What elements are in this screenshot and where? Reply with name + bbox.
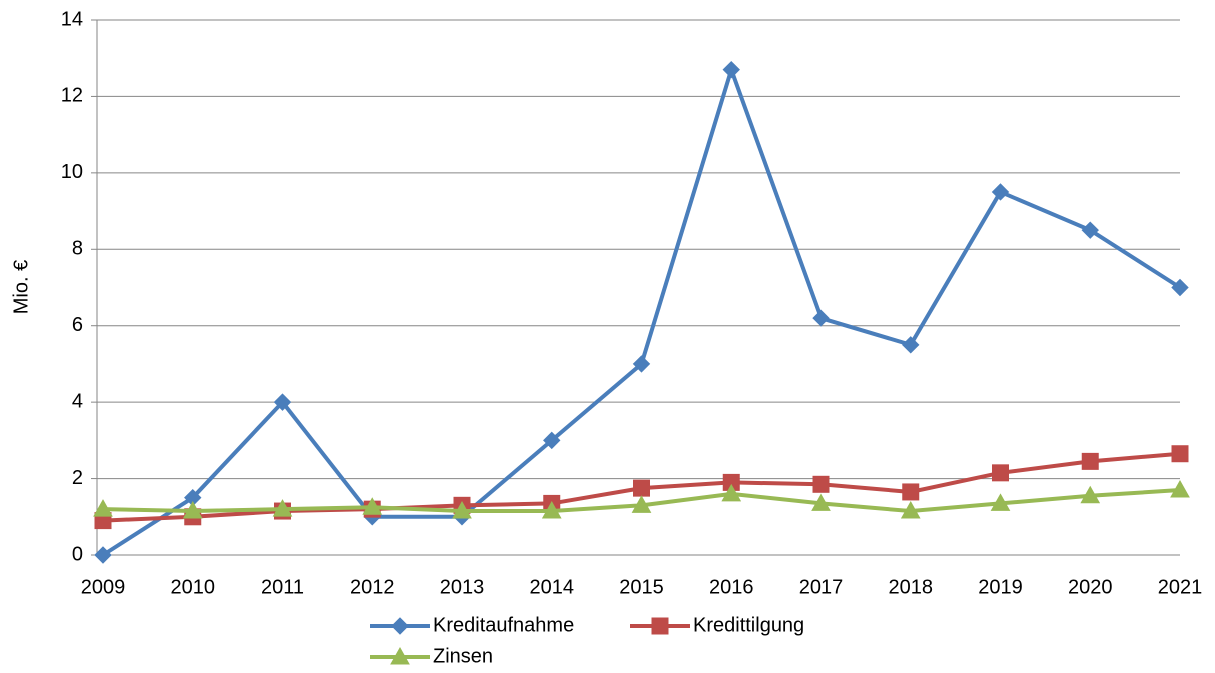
- data-point: [811, 493, 831, 511]
- x-tick-label: 2010: [171, 576, 216, 598]
- data-point: [94, 546, 112, 564]
- data-point: [902, 483, 920, 501]
- data-point: [991, 183, 1010, 201]
- data-point: [1170, 480, 1190, 498]
- x-tick-label: 2016: [709, 576, 754, 598]
- data-point: [541, 501, 562, 519]
- x-tick-label: 2014: [530, 576, 575, 598]
- legend-marker: [391, 617, 409, 635]
- data-point: [631, 495, 652, 513]
- data-point: [632, 355, 651, 373]
- y-tick-label: 4: [72, 390, 83, 412]
- x-tick-label: 2019: [978, 576, 1023, 598]
- y-axis-label: Mio. €: [10, 260, 32, 314]
- data-point: [452, 501, 472, 519]
- x-tick-label: 2015: [619, 576, 664, 598]
- x-tick-label: 2021: [1158, 576, 1203, 598]
- data-point: [272, 499, 293, 517]
- data-point: [812, 475, 830, 493]
- y-tick-label: 10: [61, 161, 83, 183]
- legend-label: Kredittilgung: [693, 614, 804, 636]
- x-tick-label: 2020: [1068, 576, 1113, 598]
- data-point: [900, 501, 921, 519]
- data-point: [990, 493, 1011, 511]
- y-tick-label: 12: [61, 85, 83, 107]
- x-tick-label: 2017: [799, 576, 844, 598]
- data-point: [812, 309, 830, 327]
- data-point: [1171, 445, 1189, 463]
- x-tick-label: 2011: [261, 576, 304, 598]
- data-point: [93, 499, 113, 517]
- legend-label: Zinsen: [433, 645, 493, 667]
- data-point: [1080, 485, 1101, 504]
- data-point: [902, 336, 920, 354]
- data-point: [633, 479, 650, 497]
- data-point: [1081, 452, 1099, 470]
- data-point: [362, 497, 383, 515]
- legend-label: Kreditaufnahme: [433, 614, 574, 636]
- data-point: [1081, 221, 1099, 239]
- data-point: [543, 431, 561, 450]
- data-point: [182, 501, 203, 519]
- x-tick-label: 2012: [350, 576, 395, 598]
- legend-marker: [651, 617, 669, 635]
- data-point: [722, 60, 740, 79]
- data-point: [1171, 278, 1189, 297]
- x-tick-label: 2009: [81, 576, 126, 598]
- y-tick-label: 2: [72, 467, 83, 489]
- x-tick-label: 2013: [440, 576, 485, 598]
- data-point: [992, 464, 1009, 482]
- x-tick-label: 2018: [889, 576, 934, 598]
- y-tick-label: 8: [72, 238, 83, 260]
- data-point: [721, 483, 742, 502]
- data-point: [273, 393, 292, 411]
- y-tick-label: 0: [72, 543, 83, 565]
- y-tick-label: 14: [61, 8, 83, 30]
- legend-marker: [390, 646, 410, 665]
- y-tick-label: 6: [72, 314, 83, 336]
